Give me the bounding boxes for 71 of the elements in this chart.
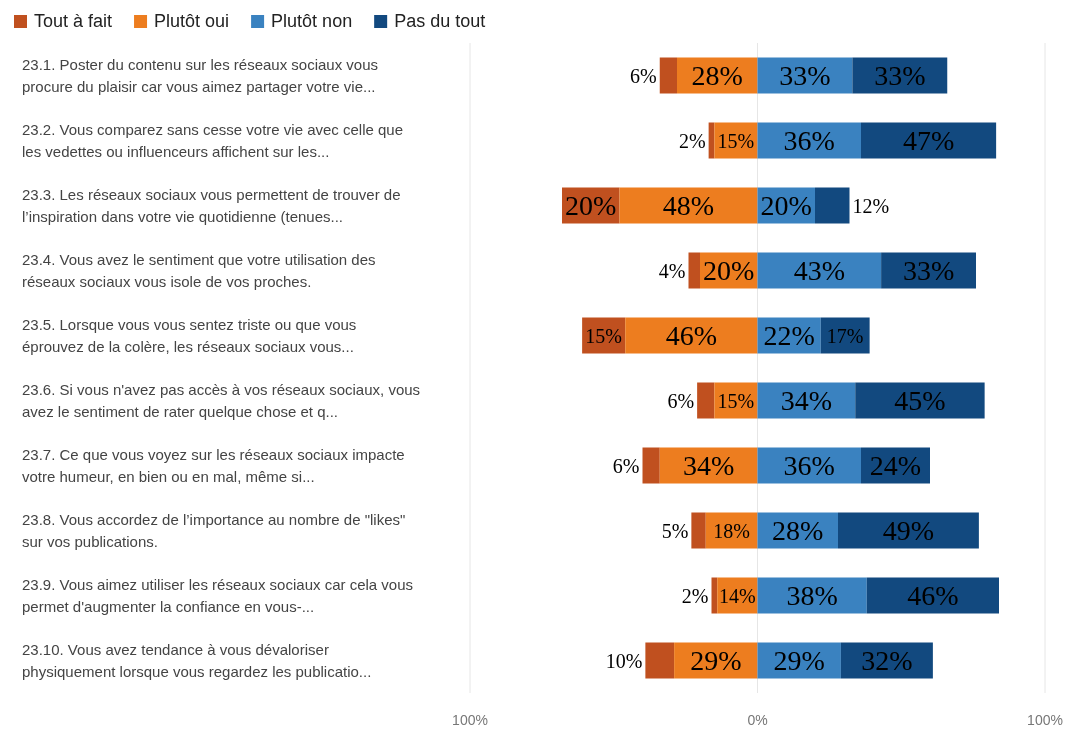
data-label: 29% [690,645,742,677]
y-tick-label: 23.10. Vous avez tendance à vous dévaloriser physiquement lorsque vous regardez les publicatio... [22,640,372,680]
data-label: 36% [783,450,835,482]
data-label: 22% [763,320,815,352]
x-tick-label: 0% [747,712,768,728]
data-label: 28% [691,60,743,92]
y-tick-label: 23.9. Vous aimez utiliser les réseaux sociaux car cela vous permet d'augmenter la confiance en vous-... [22,575,414,615]
legend-label: Plutôt oui [154,11,230,31]
data-label: 47% [902,125,955,157]
data-label: 6% [630,64,657,87]
bar [688,252,700,289]
y-tick-label: 23.1. Poster du contenu sur les réseaux sociaux vous procure du plaisir car vous aimez partager votre vie... [22,55,379,95]
data-label: 38% [786,580,838,612]
bar [697,382,715,419]
bar [757,252,882,289]
data-label: 15% [717,129,755,152]
data-label: 20% [703,255,755,287]
bar [645,642,675,679]
y-tick-label: 23.3. Les réseaux sociaux vous permettent de trouver de l’inspiration dans votre vie quotidienne (tenues... [22,185,401,225]
bar [625,317,758,354]
data-label: 36% [783,125,835,157]
x-tick-label: 100% [1027,712,1063,728]
data-label: 17% [826,324,864,347]
bar [619,187,758,224]
data-label: 18% [713,519,750,542]
data-label: 32% [861,645,913,677]
bar [855,382,985,419]
data-label: 5% [661,519,689,542]
data-label: 2% [681,584,709,607]
data-label: 20% [760,190,812,222]
y-tick-label: 23.7. Ce que vous voyez sur les réseaux sociaux impacte votre humeur, en bien ou en mal, même si... [22,445,405,485]
data-label: 24% [869,450,922,482]
legend-label: Tout à fait [34,11,113,31]
data-label: 14% [719,584,756,607]
data-label: 6% [612,454,640,477]
data-label: 29% [773,645,825,677]
legend-label: Pas du tout [394,11,486,31]
data-label: 46% [907,580,959,612]
y-tick-label: 23.2. Vous comparez sans cesse votre vie avec celle que les vedettes ou influenceurs affichent sur les... [22,120,404,160]
data-label: 4% [658,259,686,282]
data-label: 6% [667,389,695,412]
legend-label: Plutôt non [271,11,353,31]
data-label: 43% [793,255,845,287]
bar [861,122,997,159]
data-label: 33% [874,60,926,92]
data-label: 12% [852,194,890,217]
data-label: 15% [717,389,755,412]
y-tick-label: 23.8. Vous accordez de l’importance au nombre de "likes" sur vos publications. [22,510,406,550]
data-label: 46% [665,320,718,352]
data-label: 20% [565,190,617,222]
data-label: 34% [682,450,735,482]
data-label: 34% [780,385,833,417]
data-label: 33% [902,255,955,287]
data-label: 49% [882,515,935,547]
data-label: 2% [678,129,706,152]
bar [815,187,850,224]
bar [866,577,999,614]
y-tick-label: 23.5. Lorsque vous vous sentez triste ou que vous éprouvez de la colère, les réseaux sociaux vous... [22,315,357,355]
bar [838,512,979,549]
data-label: 10% [605,649,643,672]
bar [642,447,660,484]
bar [691,512,706,549]
y-tick-label: 23.4. Vous avez le sentiment que votre utilisation des réseaux sociaux vous isole de vos proches. [22,250,376,290]
data-label: 33% [779,60,831,92]
data-label: 48% [662,190,715,222]
data-label: 15% [585,324,623,347]
x-tick-label: 100% [452,712,488,728]
data-label: 28% [772,515,824,547]
bar [659,57,677,94]
data-label: 45% [894,385,946,417]
y-tick-label: 23.6. Si vous n'avez pas accès à vos réseaux sociaux, vous avez le sentiment de rater quelque chose et q... [22,380,421,420]
